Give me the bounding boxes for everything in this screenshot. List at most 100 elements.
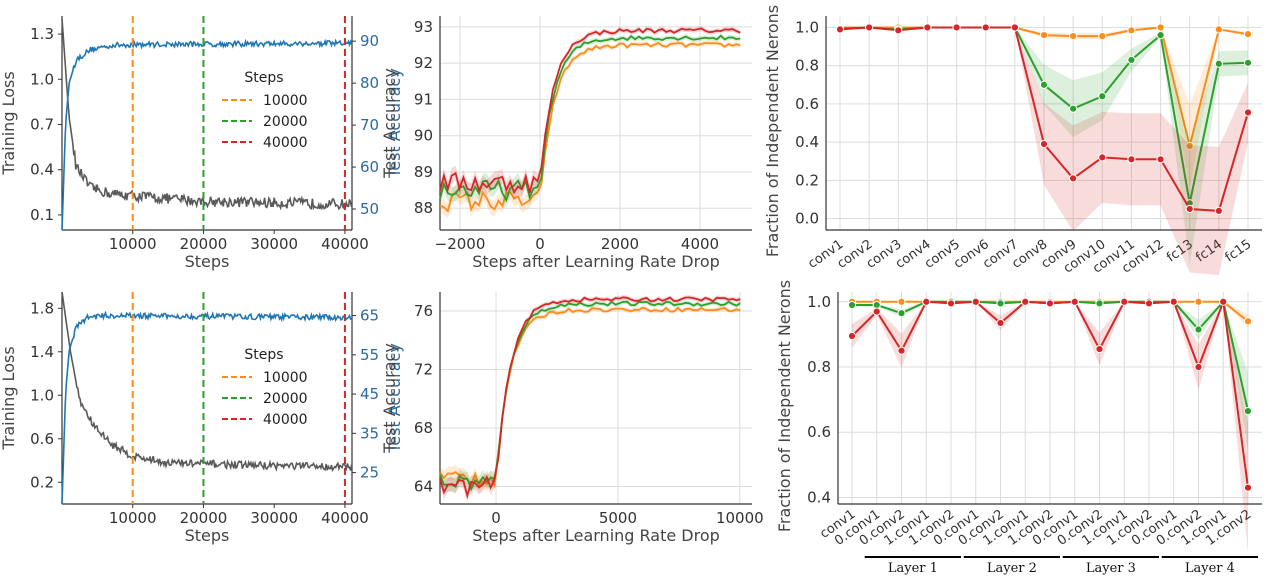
data-point-20000 <box>1156 31 1165 40</box>
x-tick-label: fc15 <box>1223 237 1255 266</box>
data-point-10000 <box>1069 31 1078 41</box>
legend-label: 40000 <box>263 135 308 151</box>
panel-p2: −2000 0 2000 4000 88 89 90 91 92 93 Steps after Le… <box>380 16 752 271</box>
series-line-20000 <box>439 34 741 203</box>
data-point-40000 <box>1127 155 1136 164</box>
data-point-20000 <box>1039 80 1049 89</box>
data-point-40000 <box>1045 299 1055 308</box>
x-tick-label: 0 <box>535 235 545 253</box>
data-point-20000 <box>1069 104 1078 113</box>
y-axis-label: Fraction of Independent Nerons <box>763 5 782 257</box>
y-tick-label: 92 <box>414 54 433 72</box>
data-point-20000 <box>1095 299 1104 308</box>
y-tick-label: 1.0 <box>30 70 54 88</box>
y-tick-label: 1.3 <box>30 25 54 43</box>
data-point-40000 <box>922 297 931 306</box>
data-point-40000 <box>1039 139 1049 149</box>
x-axis-label: Steps <box>185 252 230 271</box>
layer-group-label: Layer 2 <box>987 561 1037 576</box>
y2-tick-label: 25 <box>360 464 379 482</box>
y-tick-label: 91 <box>414 90 433 108</box>
legend-label: 20000 <box>263 391 308 407</box>
x-tick-label: 30000 <box>250 509 298 527</box>
y-tick-label: 1.0 <box>795 18 819 36</box>
data-point-40000 <box>1185 204 1194 214</box>
y-tick-label: 93 <box>414 18 433 36</box>
legend-title: Steps <box>244 347 283 363</box>
data-point-40000 <box>872 307 881 316</box>
data-point-40000 <box>1169 297 1178 306</box>
data-point-40000 <box>1219 297 1228 306</box>
y-tick-label: 0.1 <box>30 206 54 224</box>
data-point-10000 <box>1194 297 1203 306</box>
data-point-10000 <box>1039 31 1049 40</box>
data-point-40000 <box>971 297 980 306</box>
x-tick-label: 10000 <box>109 509 157 527</box>
data-point-40000 <box>897 346 906 355</box>
y-tick-label: 0.6 <box>807 423 831 441</box>
x-axis-label: Steps after Learning Rate Drop <box>472 526 720 545</box>
x-tick-label: 40000 <box>321 509 369 527</box>
legend: Steps 10000 20000 40000 <box>222 70 308 151</box>
y-tick-label: 0.4 <box>807 488 831 506</box>
series-line-10000 <box>439 41 741 213</box>
data-point-40000 <box>1095 344 1104 354</box>
y2-tick-label: 35 <box>360 424 379 442</box>
data-point-10000 <box>1214 25 1223 34</box>
data-point-10000 <box>897 297 906 306</box>
panel-p4: 10000 20000 30000 40000 0.2 0.6 1.0 1.4 1.8 25 35 4… <box>0 291 404 545</box>
training-loss-line <box>61 291 353 473</box>
confidence-band-40000 <box>440 294 741 503</box>
y2-tick-label: 65 <box>360 307 379 325</box>
y-tick-label: 76 <box>414 302 433 320</box>
test-accuracy-line <box>61 38 353 231</box>
y2-axis-label: Test Accuracy <box>385 68 404 179</box>
y2-axis-label: Test Accuracy <box>385 343 404 454</box>
data-point-40000 <box>865 23 874 32</box>
y-axis-label: Training Loss <box>0 71 18 175</box>
series-line-10000 <box>439 306 741 489</box>
data-point-10000 <box>1243 30 1253 39</box>
y-tick-label: 1.0 <box>807 293 831 311</box>
data-point-20000 <box>1127 55 1136 65</box>
data-point-40000 <box>1144 299 1154 308</box>
y-tick-label: 89 <box>414 163 433 181</box>
y-tick-label: 0.2 <box>795 171 819 189</box>
data-point-40000 <box>1243 108 1253 117</box>
data-point-40000 <box>1069 174 1078 183</box>
confidence-band-40000 <box>852 301 1248 553</box>
x-axis-label: Steps after Learning Rate Drop <box>472 252 720 271</box>
y2-tick-label: 70 <box>360 116 379 134</box>
y2-tick-label: 90 <box>360 32 379 50</box>
y2-tick-label: 60 <box>360 158 379 176</box>
data-point-20000 <box>1098 92 1107 101</box>
y2-tick-label: 50 <box>360 200 379 218</box>
data-point-10000 <box>1098 31 1107 41</box>
x-tick-label: 30000 <box>250 235 298 253</box>
legend-label: 10000 <box>263 93 308 109</box>
data-point-20000 <box>897 309 906 318</box>
x-tick-label: 10000 <box>109 235 157 253</box>
data-point-10000 <box>1243 317 1253 326</box>
x-tick-label: 4000 <box>681 235 719 253</box>
data-point-40000 <box>835 25 845 34</box>
y2-tick-label: 45 <box>360 385 379 403</box>
data-point-40000 <box>981 23 990 32</box>
data-point-10000 <box>1127 26 1136 35</box>
y-tick-label: 1.0 <box>30 386 54 404</box>
confidence-band-20000 <box>840 27 1248 265</box>
data-point-40000 <box>946 299 956 308</box>
data-point-20000 <box>847 300 857 310</box>
y-tick-label: 0.0 <box>795 210 819 228</box>
data-point-20000 <box>1243 58 1253 67</box>
series-line-40000 <box>439 296 741 499</box>
y2-tick-label: 80 <box>360 74 379 92</box>
panel-p1: 10000 20000 30000 40000 0.1 0.4 0.7 1.0 1.3 50 60 7… <box>0 16 404 271</box>
legend-title: Steps <box>244 70 283 86</box>
y-tick-label: 0.4 <box>30 161 54 179</box>
y-tick-label: 0.6 <box>795 95 819 113</box>
panel-p6: 0.40.60.81.0conv10.conv10.conv21.conv11.… <box>775 280 1262 576</box>
y-axis-label: Fraction of Independent Nerons <box>775 280 794 532</box>
y-tick-label: 64 <box>414 477 433 495</box>
y-tick-label: 0.7 <box>30 116 54 134</box>
